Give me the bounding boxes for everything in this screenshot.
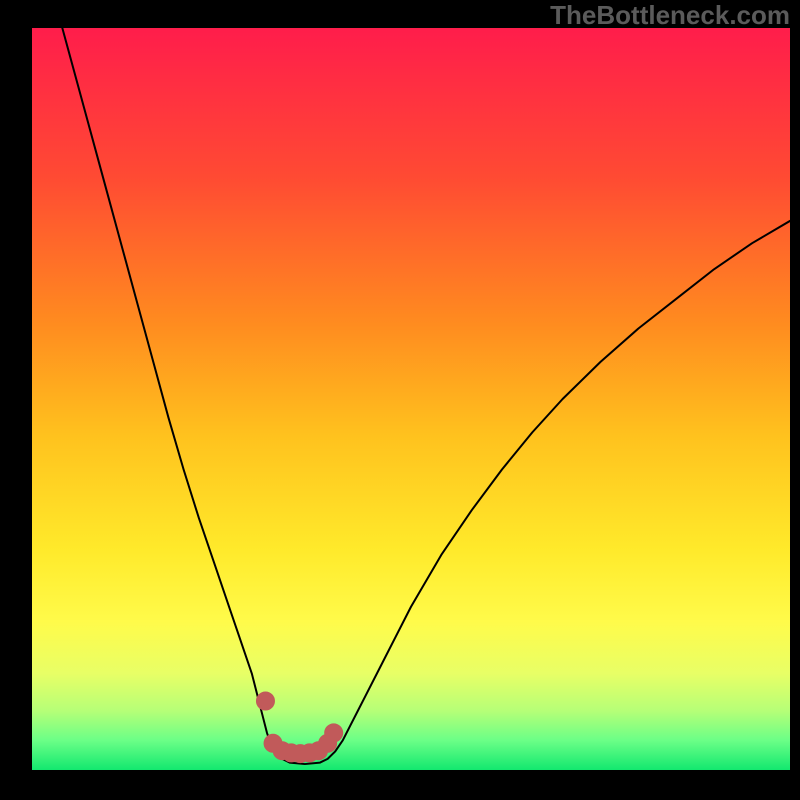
bottleneck-chart [32, 28, 790, 770]
data-marker [325, 724, 343, 742]
data-marker [256, 692, 274, 710]
plot-area [32, 28, 790, 770]
chart-frame: TheBottleneck.com [0, 0, 800, 800]
gradient-background [32, 28, 790, 770]
watermark-text: TheBottleneck.com [550, 0, 790, 31]
